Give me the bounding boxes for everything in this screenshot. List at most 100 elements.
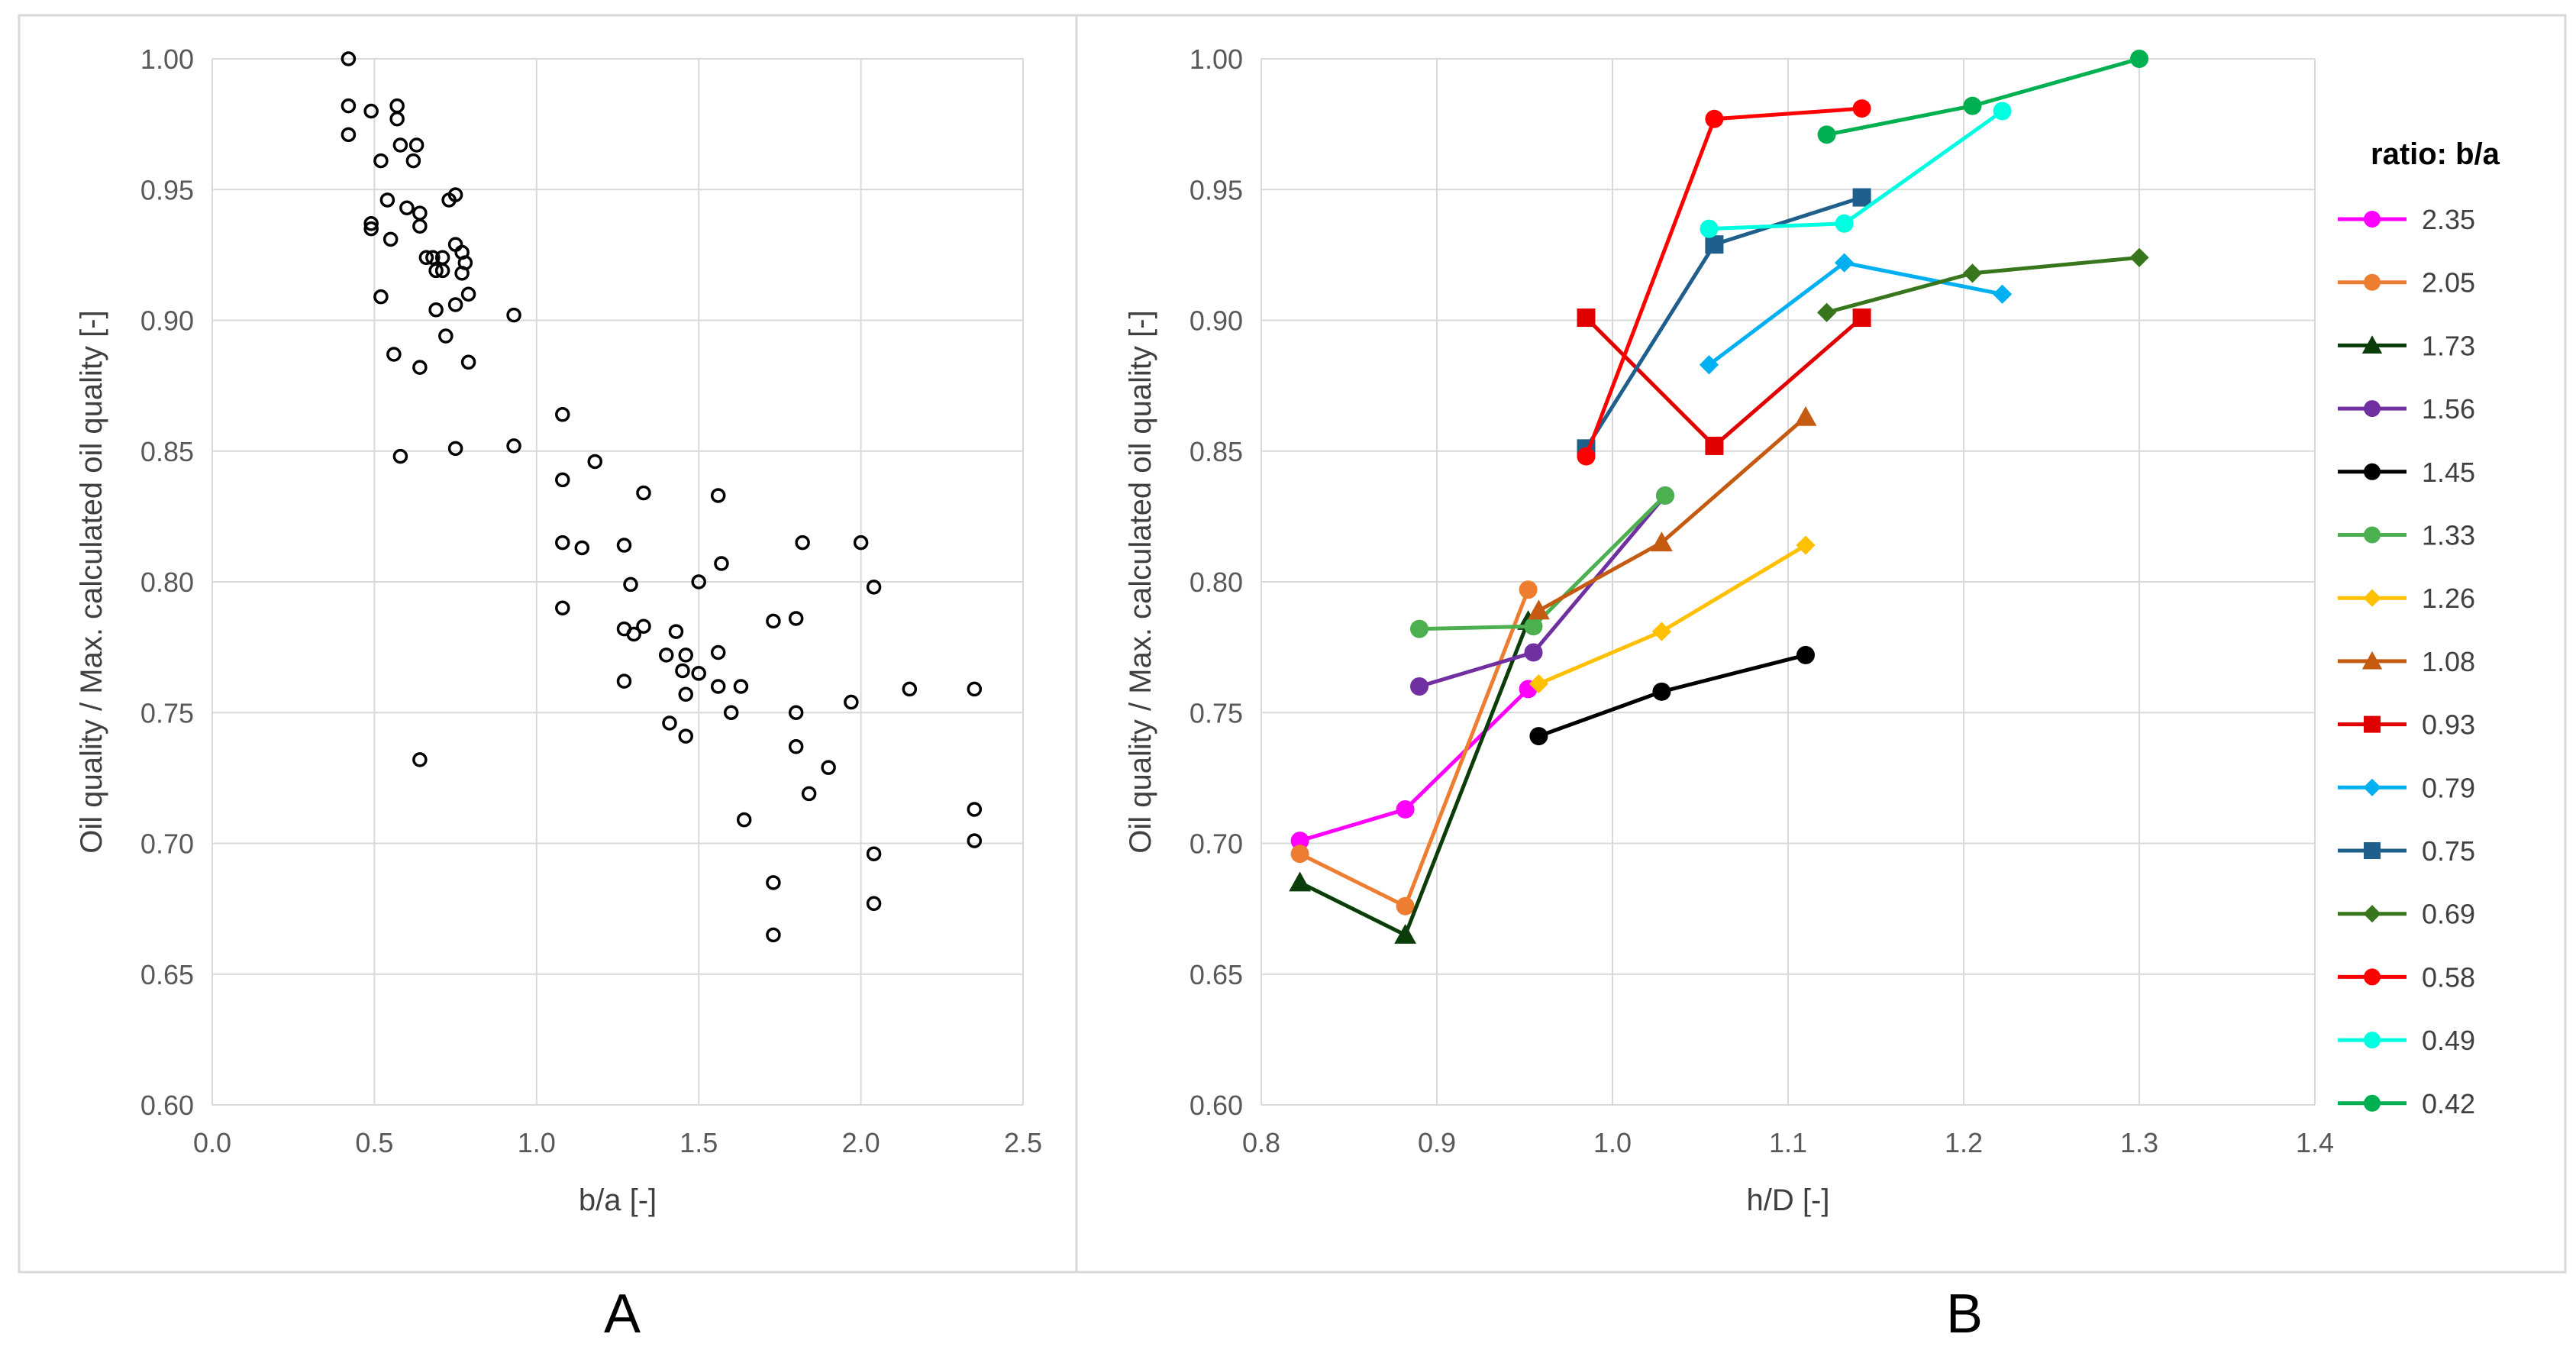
scatter-point — [555, 535, 570, 551]
panel-b-y-tick-label: 0.75 — [1190, 697, 1243, 728]
scatter-point — [866, 580, 882, 595]
legend-marker-1-56 — [2364, 400, 2381, 418]
scatter-point — [506, 307, 521, 323]
panel-label-b: B — [1946, 1284, 1983, 1345]
scatter-point — [626, 626, 641, 642]
scatter-point — [844, 694, 859, 710]
scatter-point — [506, 438, 521, 454]
scatter-point — [788, 739, 804, 754]
panel-b-x-tick-label: 1.0 — [1593, 1127, 1632, 1158]
series-point-0-49 — [1700, 219, 1719, 238]
panel-b-y-tick-label: 0.80 — [1190, 567, 1243, 598]
panel-label-a: A — [604, 1284, 641, 1345]
scatter-point — [795, 535, 810, 551]
series-point-1-08 — [1528, 599, 1550, 620]
series-point-0-58 — [1577, 447, 1596, 466]
panel-a-x-axis-label: b/a [-] — [579, 1184, 657, 1217]
scatter-point — [902, 681, 918, 697]
panel-b-frame — [1075, 14, 2567, 1274]
scatter-point — [616, 538, 632, 553]
legend-marker-0-69 — [2363, 905, 2381, 923]
legend-marker-1-33 — [2364, 526, 2381, 544]
scatter-point — [447, 441, 463, 457]
scatter-point — [447, 297, 463, 312]
legend-marker-0-93 — [2364, 715, 2381, 733]
scatter-point — [678, 648, 693, 663]
series-point-0-58 — [1852, 99, 1871, 118]
series-point-1-33 — [1524, 617, 1543, 636]
series-point-1-08 — [1651, 531, 1673, 552]
panel-a-x-tick-label: 0.5 — [355, 1127, 393, 1158]
scatter-point — [428, 263, 444, 279]
legend-marker-0-49 — [2364, 1032, 2381, 1049]
series-point-0-49 — [1835, 214, 1854, 233]
panel-b-y-tick-label: 1.00 — [1190, 44, 1243, 75]
legend-marker-0-58 — [2364, 968, 2381, 986]
series-point-2-35 — [1396, 799, 1415, 819]
panel-a-x-tick-label: 2.5 — [1004, 1127, 1042, 1158]
scatter-point — [460, 286, 476, 302]
legend-marker-1-45 — [2364, 463, 2381, 480]
panel-b-y-tick-label: 0.60 — [1190, 1090, 1243, 1121]
scatter-point — [379, 192, 395, 208]
series-point-0-69 — [1962, 263, 1983, 283]
scatter-point — [723, 705, 739, 720]
series-point-1-08 — [1794, 405, 1817, 426]
scatter-point — [408, 137, 424, 153]
series-point-0-42 — [1963, 96, 1982, 115]
scatter-point — [853, 535, 869, 551]
scatter-point — [555, 407, 570, 422]
series-point-1-33 — [1656, 486, 1674, 505]
scatter-point — [373, 153, 389, 169]
series-point-0-93 — [1577, 308, 1596, 328]
scatter-point — [405, 153, 421, 169]
scatter-point — [555, 472, 570, 488]
panel-b-x-tick-label: 1.3 — [2120, 1127, 2158, 1158]
panel-a-y-tick-label: 0.60 — [140, 1090, 194, 1121]
scatter-point — [691, 574, 706, 589]
series-point-0-58 — [1705, 109, 1724, 128]
series-point-0-93 — [1705, 436, 1724, 455]
series-point-1-56 — [1410, 677, 1428, 696]
scatter-point — [616, 673, 632, 689]
scatter-point — [392, 448, 408, 464]
panel-a-y-tick-label: 0.85 — [140, 436, 194, 467]
scatter-point — [363, 103, 379, 119]
scatter-point — [866, 896, 882, 912]
panel-b-y-tick-label: 0.70 — [1190, 828, 1243, 860]
series-point-1-45 — [1652, 682, 1671, 701]
legend-label-2-35: 2.35 — [2422, 204, 2475, 235]
panel-a-y-tick-label: 1.00 — [140, 44, 194, 75]
series-point-0-75 — [1705, 235, 1724, 254]
series-point-0-42 — [1817, 125, 1836, 144]
scatter-point — [801, 786, 817, 802]
scatter-point — [710, 644, 726, 660]
legend-marker-0-42 — [2364, 1094, 2381, 1112]
scatter-point — [425, 250, 441, 266]
panel-a-x-tick-label: 0.0 — [193, 1127, 231, 1158]
scatter-point — [662, 715, 677, 731]
panel-a-y-axis-label: Oil quality / Max. calculated oil qualit… — [75, 310, 108, 853]
scatter-point — [766, 875, 781, 890]
legend-marker-0-75 — [2364, 842, 2381, 859]
scatter-point — [866, 846, 882, 861]
scatter-point — [788, 611, 804, 626]
panel-b-y-tick-label: 0.85 — [1190, 436, 1243, 467]
scatter-point — [710, 488, 726, 503]
panel-b-chart: 0.8 0.9 1.0 1.1 1.2 1.3 1.4 0.60 0.65 0.70 0.75 0.8… — [1124, 44, 2334, 1217]
legend-label-1-33: 1.33 — [2422, 520, 2475, 551]
legend-label-0-93: 0.93 — [2422, 709, 2475, 741]
scatter-point — [668, 624, 684, 639]
scatter-point — [574, 540, 590, 556]
series-point-1-73 — [1394, 923, 1416, 944]
legend-label-0-79: 0.79 — [2422, 772, 2475, 803]
series-point-2-05 — [1290, 845, 1309, 864]
scatter-point — [967, 681, 983, 697]
scatter-point — [434, 263, 450, 279]
scatter-point — [418, 250, 434, 266]
series-point-2-35 — [1290, 832, 1309, 851]
panel-b-x-tick-label: 1.2 — [1945, 1127, 1983, 1158]
scatter-point — [457, 255, 473, 270]
scatter-point — [386, 347, 402, 362]
